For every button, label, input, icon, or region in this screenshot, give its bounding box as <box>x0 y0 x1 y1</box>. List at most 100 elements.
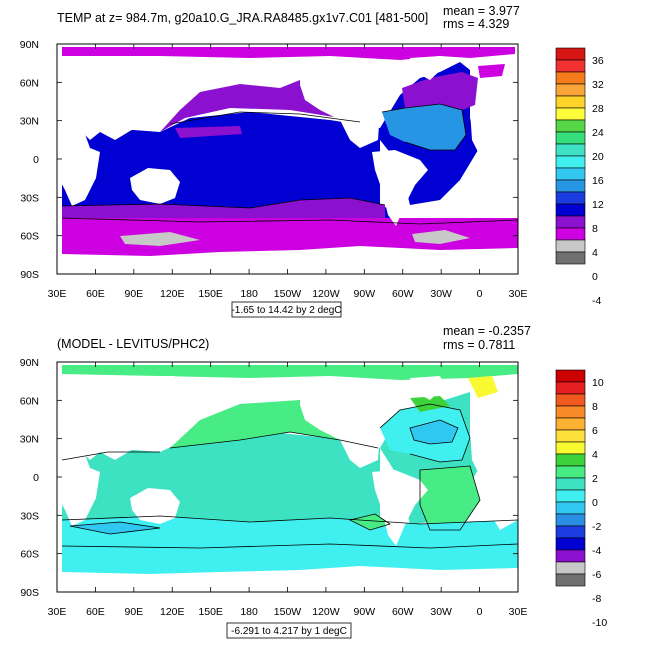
x-tick-label: 90E <box>124 288 143 300</box>
contour-line <box>348 513 391 531</box>
anomaly-region-arctic <box>62 365 518 380</box>
colorbar-swatch <box>555 155 586 169</box>
bottom-rms: rms = 0.7811 <box>443 338 515 352</box>
contour-line <box>69 521 161 535</box>
ocean-region-antarctic <box>120 232 200 246</box>
colorbar-label: -2 <box>592 521 601 533</box>
colorbar-label: 4 <box>592 247 598 259</box>
y-tick-label: 30N <box>20 116 39 128</box>
y-tick-label: 60S <box>20 549 39 561</box>
colorbar-swatch <box>555 561 586 575</box>
colorbar-label: 0 <box>592 497 598 509</box>
colorbar-swatch <box>555 525 586 539</box>
bottom-mean: mean = -0.2357 <box>443 324 531 338</box>
x-tick-label: 0 <box>477 288 483 300</box>
x-tick-label: 60W <box>392 288 414 300</box>
colorbar-swatch <box>555 251 586 265</box>
top-contour-lines <box>61 103 518 225</box>
contour-line <box>61 515 518 525</box>
colorbar-swatch <box>555 549 586 563</box>
colorbar-swatch <box>555 381 586 395</box>
colorbar-swatch <box>555 573 586 587</box>
land-africa-east <box>470 428 518 530</box>
land-africa-east <box>470 108 518 210</box>
colorbar-label: 36 <box>592 55 604 67</box>
top-y-axis: 90N 60N 30N 0 30S 60S 90S <box>20 39 518 281</box>
ocean-region-barents <box>478 64 505 78</box>
colorbar-swatch <box>555 239 586 253</box>
anomaly-region-tropical-atlantic <box>420 466 480 530</box>
colorbar-label: 28 <box>592 103 604 115</box>
colorbar-swatch <box>555 369 586 383</box>
colorbar-swatch <box>555 119 586 133</box>
ocean-region-north-atlantic <box>382 104 466 150</box>
colorbar-swatch <box>555 489 586 503</box>
colorbar-swatch <box>555 167 586 181</box>
y-tick-label: 90S <box>20 269 39 281</box>
x-tick-label: 120E <box>160 606 185 618</box>
colorbar-swatch <box>555 71 586 85</box>
x-tick-label: 180 <box>240 288 258 300</box>
contour-line <box>169 431 379 449</box>
top-map <box>57 44 518 274</box>
colorbar-swatch <box>555 477 586 491</box>
x-tick-label: 180 <box>240 606 258 618</box>
y-tick-label: 0 <box>33 154 39 166</box>
land-south-america <box>372 150 428 226</box>
land-north-america <box>300 380 400 468</box>
y-tick-label: 60N <box>20 395 39 407</box>
contour-line <box>419 465 481 531</box>
colorbar-swatch <box>555 465 586 479</box>
land-africa <box>57 446 100 526</box>
bottom-title: (MODEL - LEVITUS/PHC2) <box>57 337 209 351</box>
ocean-region-west-pacific <box>175 126 242 138</box>
colorbar-swatch <box>555 107 586 121</box>
top-contour-info-box <box>231 301 342 318</box>
bottom-y-axis: 90N 60N 30N 0 30S 60S 90S <box>20 357 518 599</box>
top-title: TEMP at z= 984.7m, g20a10.G_JRA.RA8485.g… <box>57 11 428 25</box>
x-tick-label: 150W <box>274 288 302 300</box>
colorbar-label: 8 <box>592 401 598 413</box>
colorbar-label: -10 <box>592 617 607 629</box>
colorbar-label: -6 <box>592 569 601 581</box>
y-tick-label: 30S <box>20 510 39 522</box>
colorbar-swatch <box>555 191 586 205</box>
colorbar-swatch <box>555 453 586 467</box>
x-tick-label: 60W <box>392 606 414 618</box>
contour-line <box>61 451 160 461</box>
x-tick-label: 0 <box>477 606 483 618</box>
contour-line <box>169 111 361 125</box>
colorbar-swatch <box>555 405 586 419</box>
colorbar-label: 32 <box>592 79 604 91</box>
bottom-map <box>57 362 518 592</box>
y-tick-label: 30S <box>20 192 39 204</box>
contour-line <box>381 103 467 151</box>
x-tick-label: 90E <box>124 606 143 618</box>
bottom-x-axis: 30E 60E 90E 120E 150E 180 150W 120W 90W 60W 30W 0 30… <box>48 362 528 618</box>
y-tick-label: 90N <box>20 39 39 51</box>
x-tick-label: 90W <box>354 288 376 300</box>
contour-line <box>61 543 518 549</box>
colorbar-label: 2 <box>592 473 598 485</box>
colorbar-swatch <box>555 227 586 241</box>
colorbar-swatch <box>555 47 586 61</box>
colorbar-swatch <box>555 215 586 229</box>
colorbar-swatch <box>555 441 586 455</box>
x-tick-label: 60E <box>86 288 105 300</box>
x-tick-label: 30E <box>509 606 528 618</box>
x-tick-label: 120W <box>312 606 340 618</box>
colorbar-label: 10 <box>592 377 604 389</box>
top-x-axis: 30E 60E 90E 120E 150E 180 150W 120W 90W 60W 30W 0 30… <box>48 44 528 300</box>
x-tick-label: 30E <box>509 288 528 300</box>
top-mean: mean = 3.977 <box>443 4 520 18</box>
land-eurasia <box>57 376 175 460</box>
x-tick-label: 150E <box>198 606 223 618</box>
y-tick-label: 0 <box>33 472 39 484</box>
x-tick-label: 150E <box>198 288 223 300</box>
contour-line <box>379 403 471 463</box>
colorbar-swatch <box>555 501 586 515</box>
colorbar-label: -8 <box>592 593 601 605</box>
bottom-colorbar: 10 8 6 4 2 0 -2 -4 -6 -8 -10 <box>555 369 607 629</box>
colorbar-swatch <box>555 537 586 551</box>
